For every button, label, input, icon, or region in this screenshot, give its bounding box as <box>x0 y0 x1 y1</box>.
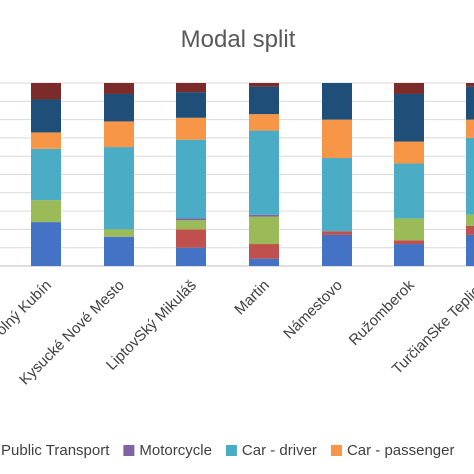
bar-segment <box>322 83 352 120</box>
bar-segment <box>394 240 424 245</box>
chart-title: Modal split <box>181 26 296 53</box>
bar-segment <box>104 236 134 266</box>
legend-label: Public Transport <box>1 442 110 459</box>
legend-swatch <box>225 445 237 456</box>
x-tick-label: Ružomberok <box>346 276 419 349</box>
bar-segment <box>394 141 424 164</box>
bar-stack <box>322 83 352 266</box>
bar-segment <box>466 225 474 235</box>
bar-segment <box>466 86 474 120</box>
bar-segment <box>394 83 424 94</box>
bar-segment <box>249 83 279 87</box>
legend-item: Car - driver <box>225 442 317 459</box>
bar-segment <box>466 234 474 266</box>
bar-stack <box>249 83 279 266</box>
bar-segment <box>466 137 474 215</box>
legend-swatch <box>330 445 342 456</box>
x-tick-label: Dolný Kubín <box>0 277 55 347</box>
bar-segment <box>249 214 279 217</box>
bar-segment <box>31 148 61 201</box>
bar-segment <box>104 121 134 148</box>
bar-stack <box>104 83 134 266</box>
bar-stack <box>176 83 206 266</box>
legend: Public Transport Motorcycle Car - driver Ca… <box>1 442 455 459</box>
bar-segment <box>176 92 206 118</box>
legend-label: Motorcycle <box>139 442 212 459</box>
bar-segment <box>394 244 424 266</box>
bar-stack <box>394 83 424 266</box>
bar-segment <box>394 163 424 219</box>
bar-segment <box>176 218 206 221</box>
bar-segment <box>394 218 424 241</box>
bar-segment <box>31 222 61 266</box>
bar-segment <box>394 93 424 142</box>
bar-segment <box>249 258 279 266</box>
bar-segment <box>104 229 134 237</box>
bar-segment <box>31 200 61 223</box>
bar-segment <box>31 99 61 133</box>
bar-segment <box>104 93 134 122</box>
bar-segment <box>176 220 206 230</box>
bar-segment <box>176 229 206 248</box>
legend-label: Car - driver <box>242 442 317 459</box>
legend-swatch <box>123 445 135 456</box>
bar-segment <box>249 86 279 115</box>
bar-stack <box>466 83 474 266</box>
x-tick-label: Námestovo <box>280 277 346 343</box>
x-tick-label: Martin <box>231 277 272 318</box>
bar-segment <box>104 147 134 230</box>
legend-label: Car - passenger <box>347 442 455 459</box>
bar-segment <box>466 119 474 138</box>
bar-segment <box>104 83 134 94</box>
bar-segment <box>176 247 206 266</box>
legend-item: Public Transport <box>1 442 110 459</box>
legend-item: Motorcycle <box>123 442 212 459</box>
bar-stack <box>31 83 61 266</box>
bar-segment <box>322 119 352 159</box>
bar-segment <box>322 158 352 232</box>
bar-segment <box>31 83 61 100</box>
bar-segment <box>176 117 206 140</box>
bar-segment <box>322 231 352 235</box>
bar-segment <box>322 234 352 266</box>
bar-segment <box>176 139 206 219</box>
bar-segment <box>249 114 279 131</box>
bar-segment <box>466 214 474 226</box>
bar-segment <box>249 244 279 259</box>
bar-segment <box>466 83 474 87</box>
bar-segment <box>249 216 279 245</box>
bars <box>31 83 474 266</box>
bar-segment <box>249 130 279 215</box>
legend-item: Car - passenger <box>330 442 455 459</box>
bar-segment <box>176 83 206 93</box>
bar-segment <box>31 132 61 149</box>
